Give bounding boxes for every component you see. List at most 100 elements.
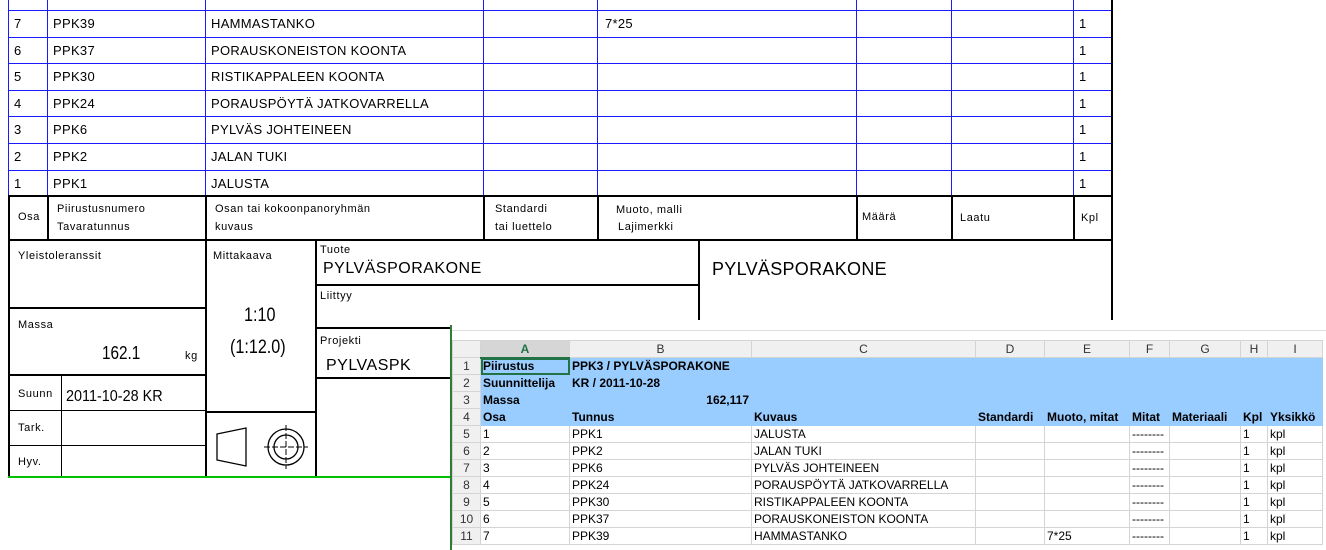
- row-header[interactable]: 11: [452, 527, 481, 545]
- row-header[interactable]: 2: [452, 374, 481, 392]
- cell[interactable]: PORAUSKONEISTON KOONTA: [751, 510, 976, 528]
- spreadsheet-grid[interactable]: A B C D E F G H I 1 Piirustus PPK3 / PYLVÄSPORAKONE…: [452, 340, 1323, 545]
- cell[interactable]: [1129, 374, 1170, 392]
- row-header[interactable]: 6: [452, 442, 481, 460]
- spreadsheet-window[interactable]: A B C D E F G H I 1 Piirustus PPK3 / PYLVÄSPORAKONE…: [450, 325, 1326, 550]
- cell[interactable]: Kpl: [1240, 408, 1268, 426]
- cell[interactable]: PPK1: [569, 425, 752, 443]
- cell[interactable]: [1267, 391, 1323, 409]
- cell[interactable]: kpl: [1267, 527, 1323, 545]
- cell[interactable]: PPK6: [569, 459, 752, 477]
- cell[interactable]: 7: [480, 527, 570, 545]
- cell[interactable]: [1044, 476, 1130, 494]
- cell[interactable]: 1: [1240, 510, 1268, 528]
- cell[interactable]: kpl: [1267, 442, 1323, 460]
- cell[interactable]: 3: [480, 459, 570, 477]
- cell[interactable]: [1044, 510, 1130, 528]
- cell[interactable]: --------: [1129, 493, 1170, 511]
- row-header[interactable]: 7: [452, 459, 481, 477]
- cell[interactable]: kpl: [1267, 425, 1323, 443]
- cell[interactable]: KR / 2011-10-28: [569, 374, 752, 392]
- row-header[interactable]: 9: [452, 493, 481, 511]
- cell[interactable]: 1: [1240, 442, 1268, 460]
- cell[interactable]: [1169, 510, 1241, 528]
- cell[interactable]: Osa: [480, 408, 570, 426]
- row-header[interactable]: 5: [452, 425, 481, 443]
- column-header-D[interactable]: D: [975, 340, 1045, 358]
- column-header-I[interactable]: I: [1267, 340, 1323, 358]
- cell[interactable]: [975, 510, 1045, 528]
- cell[interactable]: --------: [1129, 459, 1170, 477]
- cell[interactable]: Mitat: [1129, 408, 1170, 426]
- column-header-F[interactable]: F: [1129, 340, 1170, 358]
- row-header[interactable]: 10: [452, 510, 481, 528]
- cell[interactable]: [1169, 442, 1241, 460]
- cell[interactable]: PPK37: [569, 510, 752, 528]
- cell[interactable]: [975, 391, 1045, 409]
- cell[interactable]: [1240, 357, 1268, 375]
- cell[interactable]: Standardi: [975, 408, 1045, 426]
- cell[interactable]: PORAUSPÖYTÄ JATKOVARRELLA: [751, 476, 976, 494]
- cell[interactable]: [1169, 391, 1241, 409]
- cell[interactable]: 5: [480, 493, 570, 511]
- cell[interactable]: Muoto, mitat: [1044, 408, 1130, 426]
- cell[interactable]: kpl: [1267, 510, 1323, 528]
- column-header-E[interactable]: E: [1044, 340, 1130, 358]
- cell[interactable]: RISTIKAPPALEEN KOONTA: [751, 493, 976, 511]
- cell[interactable]: [1169, 527, 1241, 545]
- cell[interactable]: 1: [1240, 425, 1268, 443]
- cell[interactable]: [975, 425, 1045, 443]
- cell[interactable]: PPK3 / PYLVÄSPORAKONE: [569, 357, 752, 375]
- cell[interactable]: 7*25: [1044, 527, 1130, 545]
- cell[interactable]: 1: [1240, 527, 1268, 545]
- cell[interactable]: Suunnittelija: [480, 374, 570, 392]
- cell[interactable]: [1267, 357, 1323, 375]
- cell[interactable]: [1044, 374, 1130, 392]
- cell[interactable]: Piirustus: [480, 357, 570, 375]
- cell[interactable]: [1240, 374, 1268, 392]
- cell[interactable]: 6: [480, 510, 570, 528]
- cell[interactable]: --------: [1129, 425, 1170, 443]
- cell[interactable]: [975, 357, 1045, 375]
- cell[interactable]: --------: [1129, 442, 1170, 460]
- cell[interactable]: 1: [1240, 493, 1268, 511]
- cell[interactable]: [1169, 476, 1241, 494]
- cell[interactable]: [751, 357, 976, 375]
- cell[interactable]: kpl: [1267, 459, 1323, 477]
- cell[interactable]: JALAN TUKI: [751, 442, 976, 460]
- cell[interactable]: PYLVÄS JOHTEINEEN: [751, 459, 976, 477]
- cell[interactable]: [1169, 425, 1241, 443]
- cell[interactable]: Yksikkö: [1267, 408, 1323, 426]
- cell[interactable]: [1044, 391, 1130, 409]
- cell[interactable]: Materiaali: [1169, 408, 1241, 426]
- cell[interactable]: [1129, 357, 1170, 375]
- column-header-G[interactable]: G: [1169, 340, 1241, 358]
- cell[interactable]: [975, 476, 1045, 494]
- cell[interactable]: [1169, 357, 1241, 375]
- cell[interactable]: [1169, 459, 1241, 477]
- cell[interactable]: [1044, 357, 1130, 375]
- cell[interactable]: JALUSTA: [751, 425, 976, 443]
- cell[interactable]: [751, 374, 976, 392]
- column-header-A[interactable]: A: [480, 340, 570, 359]
- cell[interactable]: [1169, 374, 1241, 392]
- cell[interactable]: [975, 442, 1045, 460]
- cell[interactable]: PPK24: [569, 476, 752, 494]
- cell[interactable]: PPK30: [569, 493, 752, 511]
- row-header[interactable]: 8: [452, 476, 481, 494]
- cell[interactable]: [1129, 391, 1170, 409]
- cell[interactable]: [975, 527, 1045, 545]
- cell[interactable]: kpl: [1267, 476, 1323, 494]
- cell[interactable]: [1240, 391, 1268, 409]
- cell[interactable]: [1044, 425, 1130, 443]
- cell[interactable]: --------: [1129, 476, 1170, 494]
- cell[interactable]: Kuvaus: [751, 408, 976, 426]
- row-header[interactable]: 1: [452, 357, 481, 375]
- cell[interactable]: kpl: [1267, 493, 1323, 511]
- cell[interactable]: [1044, 442, 1130, 460]
- cell[interactable]: Tunnus: [569, 408, 752, 426]
- cell[interactable]: [1044, 493, 1130, 511]
- cell[interactable]: --------: [1129, 527, 1170, 545]
- cell[interactable]: 1: [1240, 476, 1268, 494]
- cell[interactable]: [975, 459, 1045, 477]
